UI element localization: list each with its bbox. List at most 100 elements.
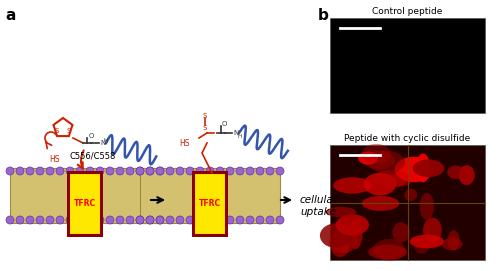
Circle shape (166, 216, 174, 224)
Text: C556/C558: C556/C558 (70, 151, 116, 160)
Circle shape (156, 167, 164, 175)
Circle shape (246, 167, 254, 175)
Circle shape (106, 216, 114, 224)
Bar (192, 171, 228, 237)
Circle shape (276, 167, 284, 175)
Bar (140, 168, 280, 223)
Circle shape (176, 167, 184, 175)
Text: Control peptide: Control peptide (372, 7, 442, 16)
Text: N: N (100, 140, 105, 146)
Circle shape (196, 167, 204, 175)
Circle shape (136, 216, 144, 224)
Bar (194, 173, 226, 235)
Ellipse shape (392, 222, 410, 243)
Ellipse shape (394, 157, 434, 182)
Text: b: b (318, 8, 329, 23)
Ellipse shape (348, 219, 362, 249)
Text: HS: HS (180, 138, 190, 147)
Ellipse shape (326, 207, 356, 217)
Bar (69, 173, 101, 235)
Circle shape (66, 167, 74, 175)
Circle shape (136, 167, 144, 175)
Circle shape (66, 216, 74, 224)
Text: H: H (237, 134, 241, 138)
Ellipse shape (373, 239, 406, 261)
Circle shape (266, 216, 274, 224)
Circle shape (46, 216, 54, 224)
Circle shape (96, 216, 104, 224)
Ellipse shape (362, 196, 400, 211)
Text: Peptide with cyclic disulfide: Peptide with cyclic disulfide (344, 134, 470, 143)
Circle shape (106, 167, 114, 175)
Circle shape (206, 167, 214, 175)
Circle shape (136, 167, 144, 175)
Ellipse shape (333, 177, 372, 194)
Circle shape (186, 216, 194, 224)
Circle shape (136, 216, 144, 224)
Ellipse shape (364, 151, 394, 170)
Text: S: S (203, 125, 207, 131)
Ellipse shape (410, 235, 444, 248)
Circle shape (116, 216, 124, 224)
Ellipse shape (329, 229, 358, 253)
Ellipse shape (413, 159, 444, 177)
Circle shape (216, 216, 224, 224)
Bar (330, 145, 485, 260)
Ellipse shape (368, 244, 407, 260)
Ellipse shape (364, 173, 396, 195)
Circle shape (36, 167, 44, 175)
Circle shape (156, 167, 164, 175)
Text: HS: HS (50, 156, 60, 164)
Circle shape (216, 167, 224, 175)
Circle shape (36, 216, 44, 224)
Ellipse shape (383, 174, 412, 187)
Circle shape (26, 216, 34, 224)
Ellipse shape (458, 165, 474, 185)
Ellipse shape (447, 166, 464, 179)
Circle shape (166, 167, 174, 175)
Circle shape (236, 216, 244, 224)
Circle shape (16, 216, 24, 224)
Ellipse shape (414, 240, 429, 254)
Ellipse shape (374, 170, 409, 187)
Circle shape (226, 167, 234, 175)
Circle shape (276, 216, 284, 224)
Text: S: S (67, 128, 71, 134)
Circle shape (266, 167, 274, 175)
Bar (67, 171, 103, 237)
Text: cellular
uptake: cellular uptake (300, 195, 338, 217)
Ellipse shape (404, 189, 417, 201)
Circle shape (176, 216, 184, 224)
Circle shape (156, 216, 164, 224)
Circle shape (76, 216, 84, 224)
Ellipse shape (336, 214, 369, 235)
Circle shape (186, 167, 194, 175)
Circle shape (146, 167, 154, 175)
Circle shape (96, 167, 104, 175)
Circle shape (56, 216, 64, 224)
Bar (10, 168, 160, 223)
Ellipse shape (416, 153, 430, 182)
Circle shape (86, 216, 94, 224)
Circle shape (56, 167, 64, 175)
Ellipse shape (320, 223, 352, 248)
Text: H: H (104, 137, 108, 143)
Circle shape (206, 216, 214, 224)
Text: S: S (203, 113, 207, 119)
Bar (330, 18, 485, 113)
Ellipse shape (420, 193, 434, 220)
Text: TFRC: TFRC (74, 199, 96, 208)
Circle shape (156, 216, 164, 224)
Circle shape (236, 167, 244, 175)
Circle shape (6, 216, 14, 224)
Circle shape (126, 167, 134, 175)
Text: N: N (233, 130, 238, 136)
Ellipse shape (448, 230, 460, 250)
Circle shape (226, 216, 234, 224)
Circle shape (46, 167, 54, 175)
Circle shape (196, 216, 204, 224)
Circle shape (26, 167, 34, 175)
Circle shape (116, 167, 124, 175)
Circle shape (256, 167, 264, 175)
Circle shape (86, 167, 94, 175)
